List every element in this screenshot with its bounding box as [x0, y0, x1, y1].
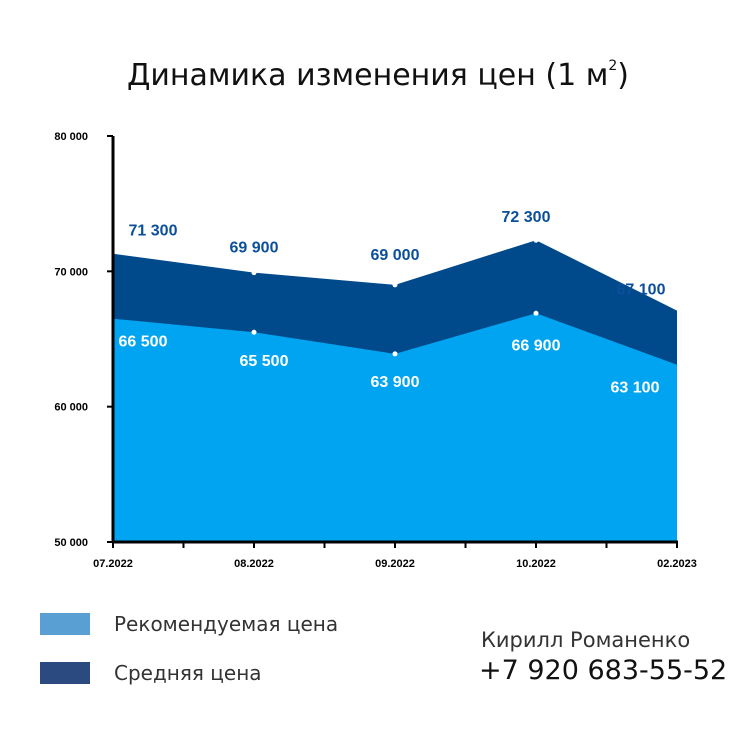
chart-title-superscript: 2 — [608, 58, 618, 74]
legend-item-average: Средняя цена — [40, 661, 262, 685]
point-average-1 — [251, 270, 257, 276]
data-label-average-4: 67 100 — [617, 282, 666, 299]
data-label-recommended-1: 65 500 — [240, 353, 289, 370]
x-tick-label-4: 02.2023 — [657, 558, 697, 570]
point-recommended-2 — [392, 351, 398, 357]
x-tick-label-3: 10.2022 — [516, 558, 556, 570]
data-label-recommended-4: 63 100 — [611, 380, 660, 397]
x-tick-label-2: 09.2022 — [375, 558, 415, 570]
contact-name: Кирилл Романенко — [481, 628, 691, 652]
point-recommended-1 — [251, 329, 257, 335]
legend-label-recommended: Рекомендуемая цена — [114, 612, 339, 636]
data-label-average-3: 72 300 — [502, 209, 551, 226]
legend-swatch-average — [40, 662, 90, 684]
legend-label-average: Средняя цена — [114, 661, 262, 685]
chart-title-text: Динамика изменения цен (1 м — [126, 58, 609, 93]
data-label-recommended-0: 66 500 — [119, 334, 168, 351]
chart-title: Динамика изменения цен (1 м2) — [0, 58, 756, 93]
data-label-average-2: 69 000 — [371, 247, 420, 264]
y-tick-label-1: 60 000 — [54, 402, 88, 414]
legend-item-recommended: Рекомендуемая цена — [40, 612, 338, 636]
data-label-recommended-3: 66 900 — [512, 337, 561, 354]
y-tick-label-2: 70 000 — [54, 266, 88, 278]
point-average-3 — [533, 237, 539, 243]
legend-swatch-recommended — [40, 613, 90, 635]
chart-title-close: ) — [617, 58, 630, 93]
data-label-recommended-2: 63 900 — [371, 374, 420, 391]
contact-phone[interactable]: +7 920 683-55-52 — [479, 655, 728, 686]
x-tick-label-0: 07.2022 — [93, 558, 133, 570]
data-label-average-1: 69 900 — [230, 240, 279, 257]
point-recommended-3 — [533, 310, 539, 316]
y-tick-label-0: 50 000 — [54, 537, 88, 549]
y-tick-label-3: 80 000 — [54, 131, 88, 143]
point-average-2 — [392, 282, 398, 288]
x-tick-label-1: 08.2022 — [234, 558, 274, 570]
data-label-average-0: 71 300 — [129, 223, 178, 240]
series-area-recommended — [113, 313, 677, 542]
